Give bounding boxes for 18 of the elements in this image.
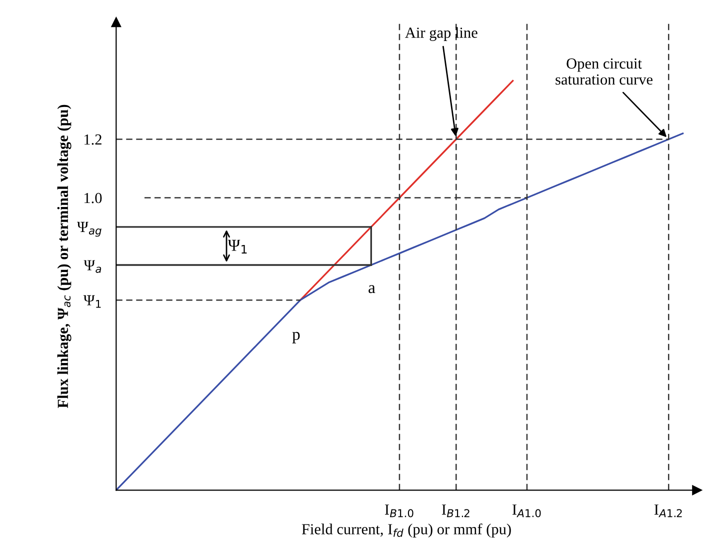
x-tick-label: I$_{B1.0}$	[384, 504, 414, 518]
line-series	[116, 132, 684, 490]
y-axis-title: Flux linkage, Ψ$_{ac}$ (pu) or terminal voltage (pu)	[57, 104, 72, 408]
annotation: Open circuit saturation curve	[556, 58, 652, 85]
annotation: a	[368, 285, 376, 294]
x-tick-label: I$_{A1.0}$	[512, 504, 541, 518]
annotation: p	[292, 332, 300, 344]
y-tick-label: Ψ$_{1}$	[84, 295, 101, 308]
y-tick-label: 1.0	[84, 192, 102, 204]
annotation: Air gap line	[405, 27, 478, 41]
y-tick-label: Ψ$_{a}$	[84, 260, 102, 273]
x-tick-label: I$_{A1.2}$	[654, 504, 682, 518]
y-tick-label: 1.2	[84, 134, 102, 145]
y-tick-label: Ψ$_{ag}$	[77, 222, 102, 237]
x-axis-title: Field current, I$_{fd}$ (pu) or mmf (pu)	[302, 523, 511, 538]
annotation: Ψ$_{1}$	[228, 240, 247, 254]
line-series	[299, 80, 514, 301]
x-tick-label: I$_{B1.2}$	[442, 504, 470, 518]
